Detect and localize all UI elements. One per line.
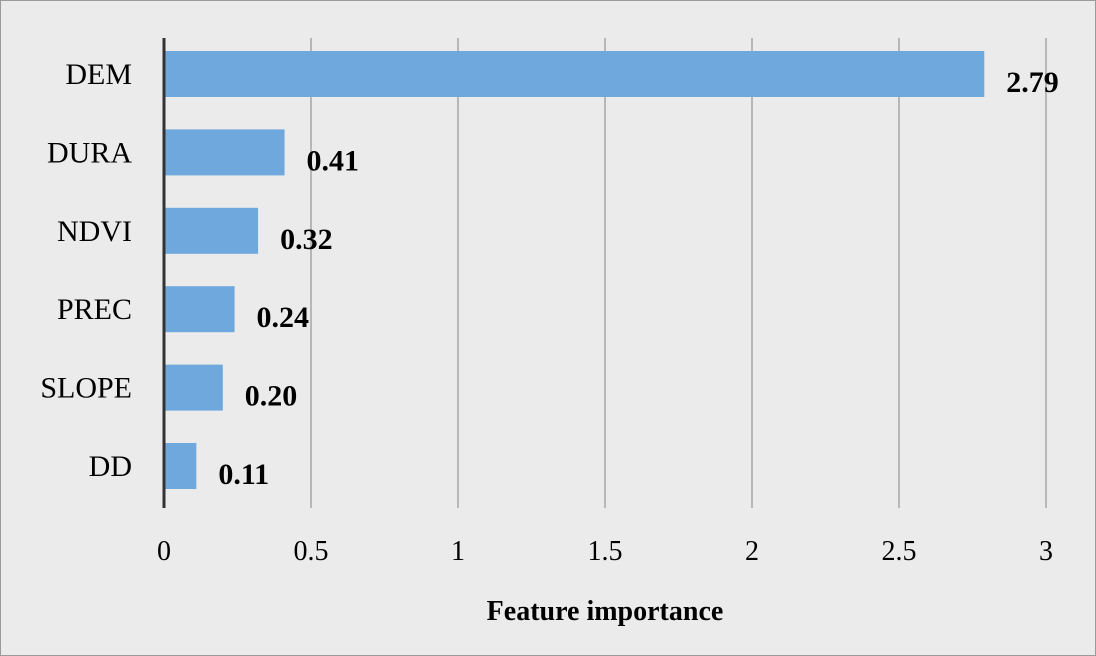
data-label: 2.79 <box>1006 66 1059 99</box>
category-label: DEM <box>65 58 132 91</box>
category-label: DURA <box>47 136 132 169</box>
x-tick-labels: 0 0.5 1 1.5 2 2.5 3 <box>157 536 1053 567</box>
category-label: SLOPE <box>40 372 132 405</box>
bar <box>164 286 235 333</box>
bars <box>164 51 985 489</box>
x-tick-label: 2.5 <box>882 536 917 567</box>
data-labels: 2.79 0.41 0.32 0.24 0.20 0.11 <box>218 66 1058 491</box>
x-tick-label: 1.5 <box>588 536 623 567</box>
category-label: PREC <box>57 293 132 326</box>
bar <box>164 364 223 411</box>
grid-lines <box>310 38 1047 508</box>
x-tick-label: 2 <box>745 536 759 567</box>
x-tick-label: 0.5 <box>294 536 329 567</box>
category-label: NDVI <box>57 215 132 248</box>
x-axis-title: Feature importance <box>487 596 724 627</box>
bar <box>164 443 197 489</box>
x-tick-label: 3 <box>1039 536 1053 567</box>
data-label: 0.41 <box>307 144 360 177</box>
category-label: DD <box>89 450 132 483</box>
category-labels: DEM DURA NDVI PREC SLOPE DD <box>40 58 132 483</box>
bar <box>164 129 285 176</box>
x-tick-label: 0 <box>157 536 171 567</box>
bar <box>164 51 985 97</box>
data-label: 0.11 <box>218 458 269 491</box>
data-label: 0.32 <box>280 223 333 256</box>
x-tick-label: 1 <box>451 536 465 567</box>
data-label: 0.24 <box>257 301 310 334</box>
data-label: 0.20 <box>245 380 297 413</box>
bar <box>164 207 259 254</box>
